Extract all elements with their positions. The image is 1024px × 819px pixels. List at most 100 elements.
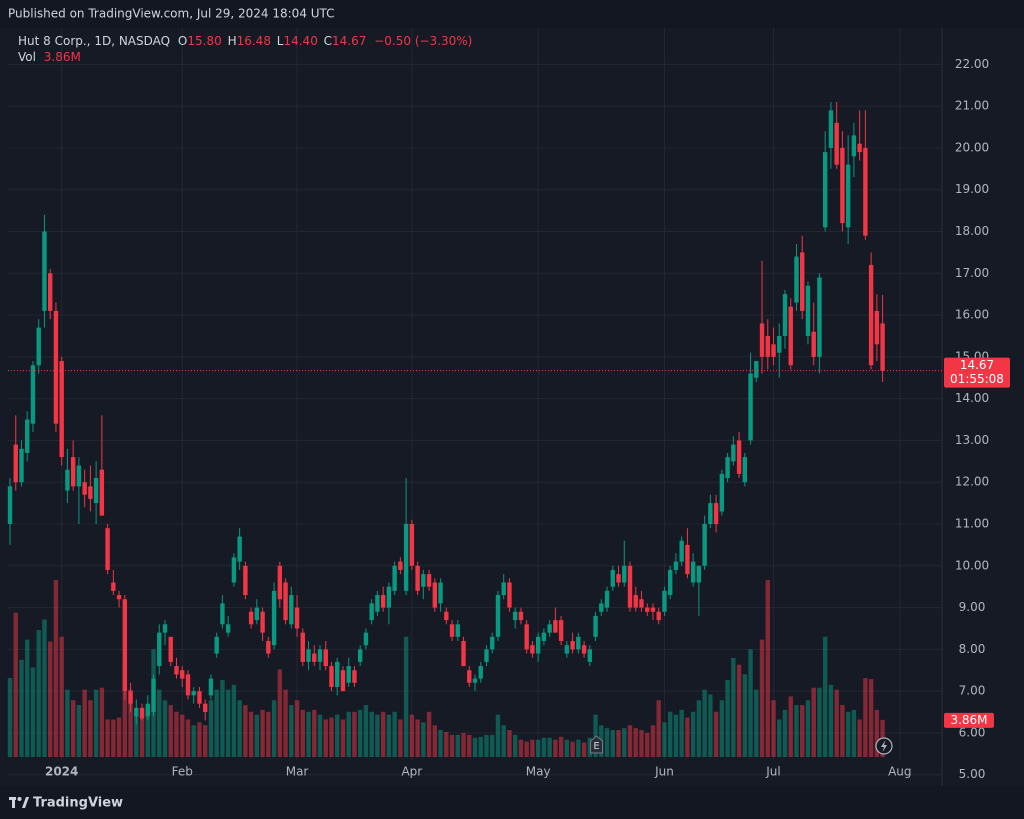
candle-body bbox=[702, 524, 707, 566]
volume-bar bbox=[225, 689, 231, 757]
candle-body bbox=[840, 147, 845, 224]
candle-body bbox=[553, 620, 558, 633]
volume-bar bbox=[421, 722, 426, 757]
candle-body bbox=[759, 323, 765, 357]
candle-body bbox=[231, 557, 237, 583]
candle-body bbox=[627, 565, 633, 608]
volume-tag bbox=[944, 712, 994, 728]
candle-body bbox=[547, 624, 552, 633]
earnings-badge bbox=[590, 735, 604, 754]
volume-bar bbox=[478, 736, 483, 757]
candle-body bbox=[283, 582, 288, 621]
candle-body bbox=[507, 582, 512, 608]
volume-bar bbox=[742, 674, 748, 757]
y-tick-label: 7.00 bbox=[959, 684, 986, 698]
volume-bar bbox=[392, 711, 397, 757]
candle-body bbox=[180, 670, 185, 679]
candle-body bbox=[868, 264, 874, 366]
candle-body bbox=[53, 310, 59, 424]
volume-bar bbox=[294, 700, 300, 757]
candle-body bbox=[455, 624, 460, 637]
volume-bar bbox=[541, 737, 547, 757]
price-tag-countdown: 01:55:08 bbox=[950, 372, 1004, 386]
x-tick-label: Feb bbox=[172, 765, 193, 779]
volume-bar bbox=[553, 739, 558, 757]
candle-body bbox=[811, 331, 816, 357]
candle-body bbox=[512, 611, 518, 621]
x-tick-label: Apr bbox=[401, 765, 422, 779]
published-note: Published on TradingView.com, Jul 29, 20… bbox=[8, 7, 335, 21]
volume-bar bbox=[220, 680, 225, 757]
candle-body bbox=[7, 486, 13, 525]
volume-bar bbox=[696, 700, 702, 757]
candle-body bbox=[731, 444, 736, 462]
volume-bar bbox=[369, 711, 374, 757]
volume-bar bbox=[145, 711, 150, 757]
candle-body bbox=[266, 641, 271, 654]
candle-body bbox=[421, 574, 426, 587]
volume-bar bbox=[449, 734, 455, 757]
volume-bar bbox=[547, 737, 552, 757]
volume-bar bbox=[731, 657, 736, 757]
volume-bar bbox=[65, 689, 70, 757]
candle-body bbox=[352, 670, 357, 683]
earnings-label: E bbox=[593, 741, 599, 752]
candle-body bbox=[375, 595, 380, 612]
candle-body bbox=[604, 590, 610, 608]
candle-body bbox=[467, 670, 472, 683]
volume-bar bbox=[610, 730, 615, 757]
candle-body bbox=[398, 561, 403, 570]
volume-bar bbox=[53, 580, 59, 757]
brand-name: TradingView bbox=[33, 796, 123, 811]
candle-body bbox=[541, 632, 547, 642]
y-tick-label: 5.00 bbox=[959, 767, 986, 781]
candle-body bbox=[822, 152, 828, 228]
volume-bar bbox=[403, 636, 409, 757]
volume-bar bbox=[323, 719, 328, 757]
candle-body bbox=[530, 645, 535, 654]
volume-bar bbox=[604, 728, 610, 757]
x-tick-label: Jul bbox=[765, 765, 780, 779]
replay-icon[interactable] bbox=[875, 737, 893, 755]
y-tick-label: 21.00 bbox=[955, 99, 989, 113]
volume-bar bbox=[266, 711, 271, 757]
volume-bar bbox=[650, 725, 656, 757]
candle-body bbox=[19, 448, 24, 483]
x-tick-label: Aug bbox=[888, 765, 911, 779]
candle-body bbox=[656, 611, 661, 621]
candle-body bbox=[610, 569, 615, 587]
volume-bar bbox=[444, 731, 449, 757]
volume-bar bbox=[530, 739, 535, 757]
candle-body bbox=[558, 620, 564, 642]
candle-body bbox=[168, 636, 173, 662]
candle-body bbox=[76, 465, 82, 487]
ohlc-label: H bbox=[228, 34, 237, 48]
volume-bar bbox=[277, 669, 283, 757]
y-tick-label: 14.00 bbox=[955, 391, 989, 405]
candle-body bbox=[444, 611, 449, 621]
volume-bar bbox=[581, 742, 587, 757]
candle-body bbox=[208, 678, 214, 696]
volume-bar bbox=[312, 709, 317, 757]
volume-bar bbox=[185, 719, 191, 757]
volume-bar bbox=[122, 659, 128, 757]
volume-bar bbox=[139, 714, 145, 757]
earnings-marker[interactable]: E bbox=[590, 735, 604, 754]
y-tick-label: 11.00 bbox=[955, 517, 989, 531]
candle-body bbox=[857, 143, 862, 153]
candle-body bbox=[248, 611, 254, 625]
volume-bar bbox=[197, 722, 202, 757]
volume-bar bbox=[317, 714, 323, 757]
candle-body bbox=[725, 457, 730, 479]
volume-bar bbox=[346, 711, 351, 757]
volume-bar bbox=[271, 700, 277, 757]
volume-bar bbox=[501, 725, 506, 757]
volume-legend: Vol 3.86M bbox=[18, 50, 81, 64]
candle-body bbox=[679, 540, 684, 562]
candle-body bbox=[386, 586, 392, 608]
candle-body bbox=[271, 590, 277, 646]
candle-body bbox=[788, 306, 793, 366]
candle-body bbox=[197, 691, 202, 704]
y-tick-label: 9.00 bbox=[959, 600, 986, 614]
candle-body bbox=[777, 335, 782, 353]
